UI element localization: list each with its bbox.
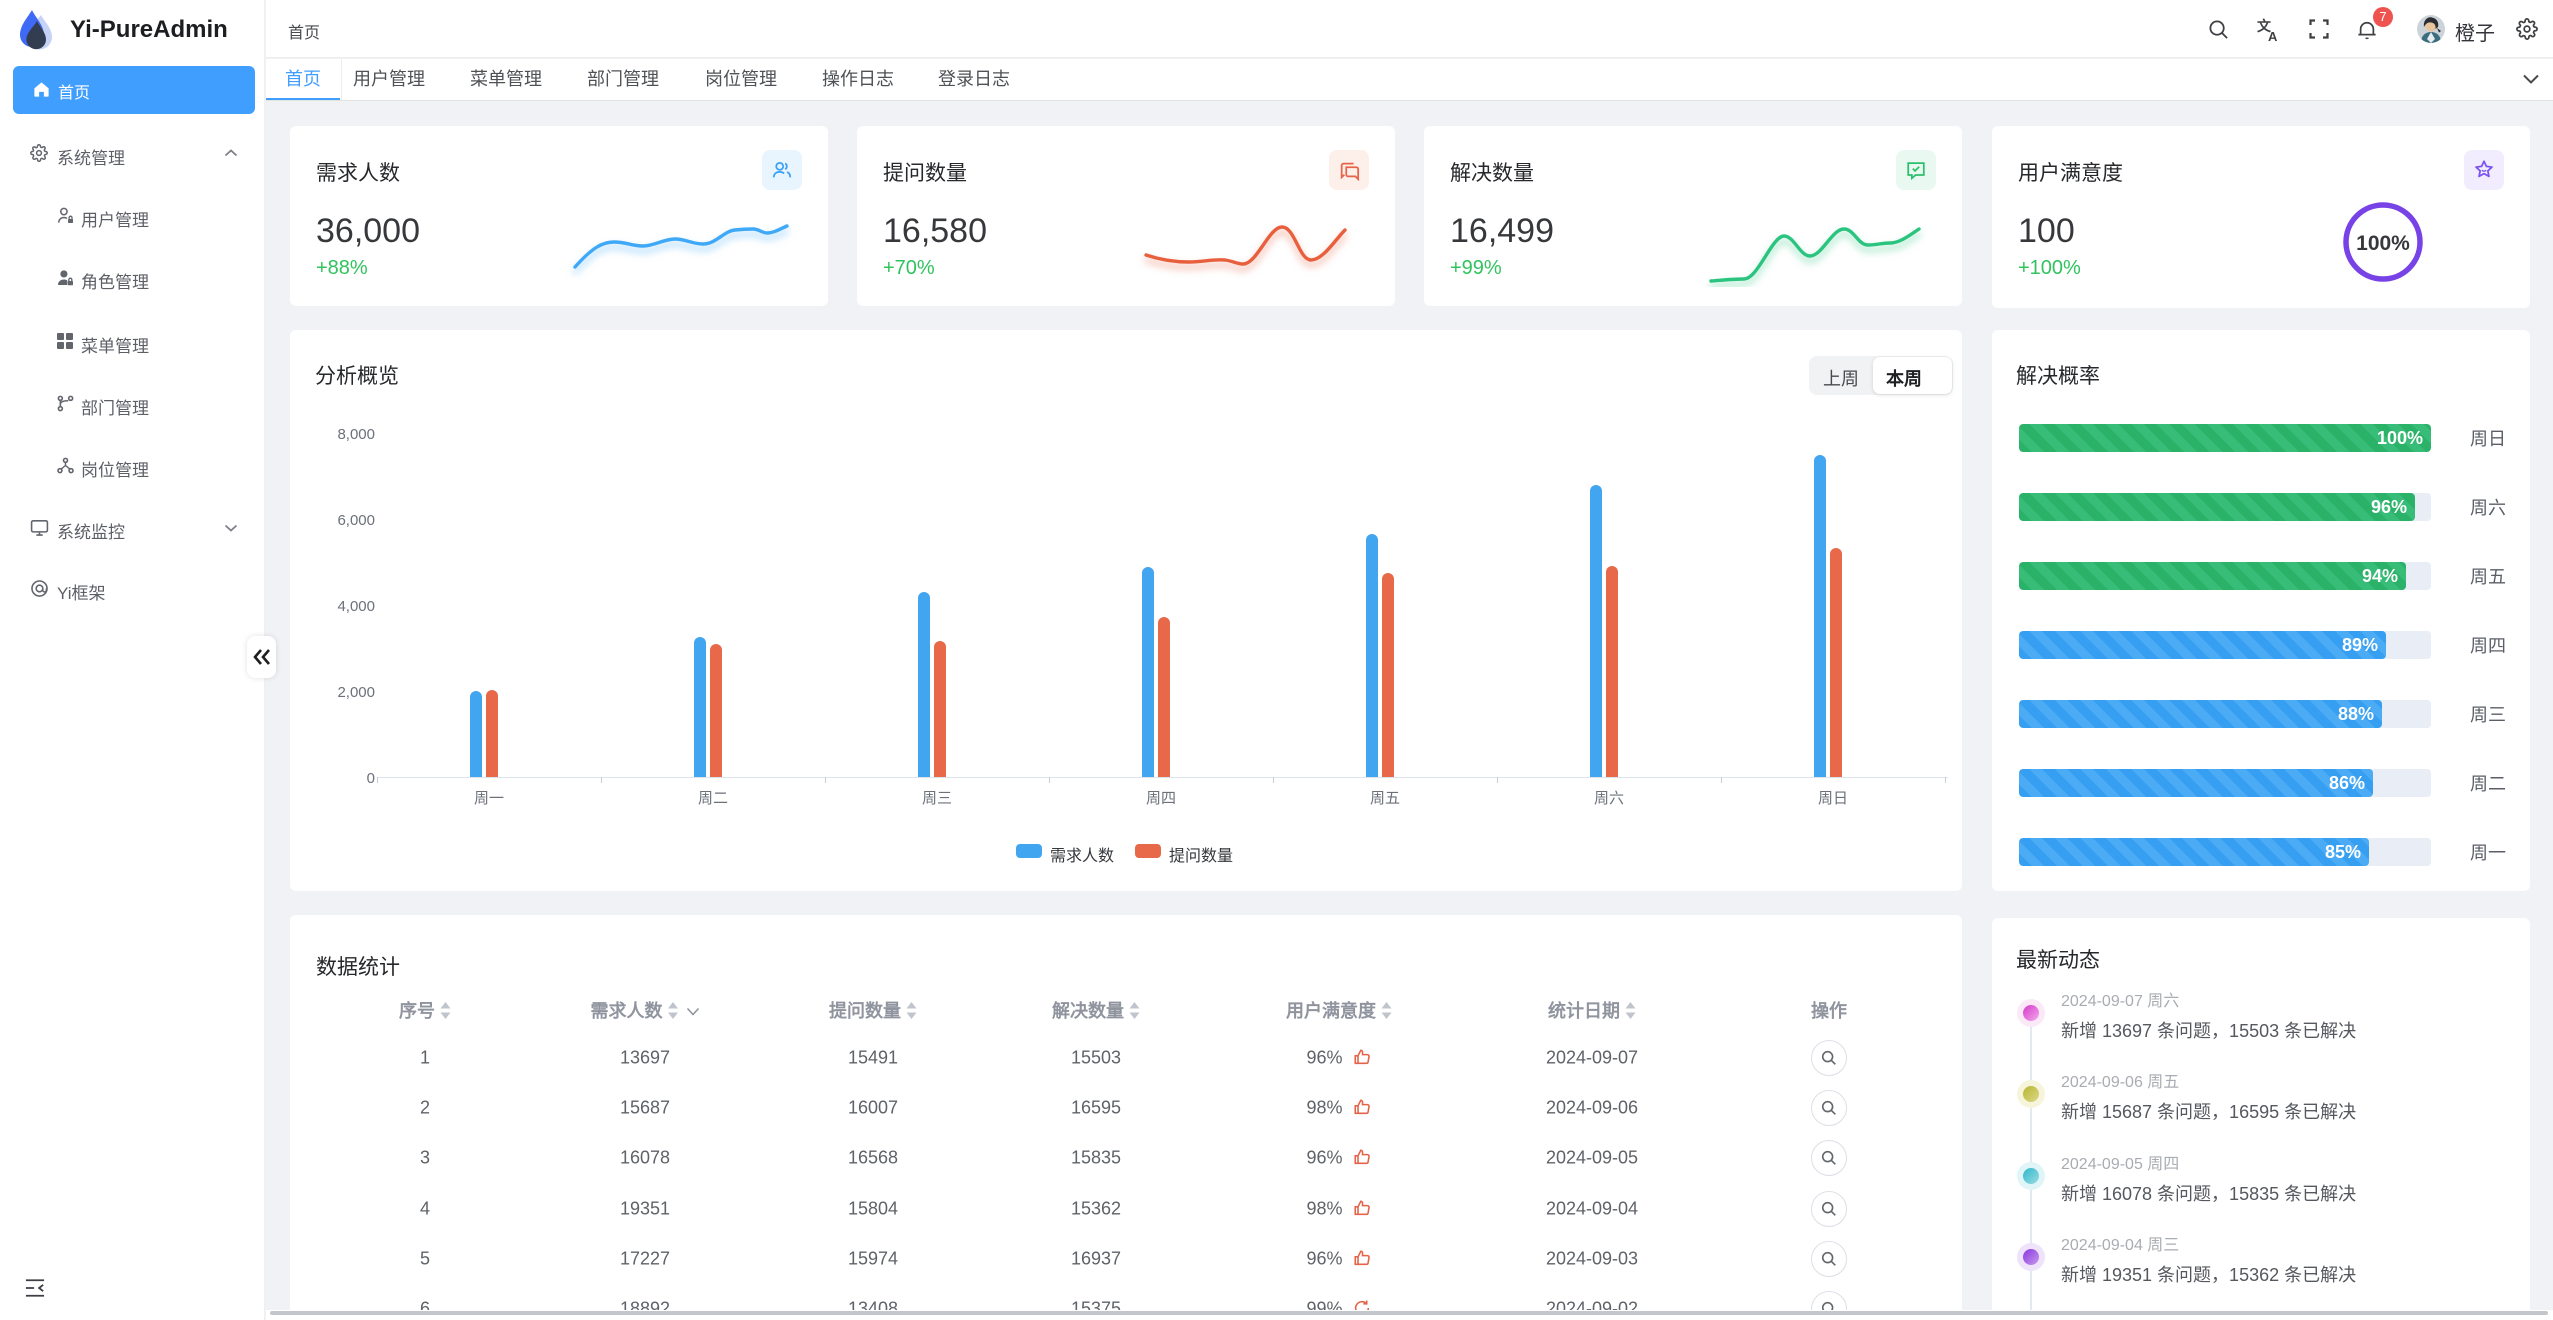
svg-text:A: A bbox=[2268, 29, 2278, 42]
svg-text:文: 文 bbox=[2257, 18, 2272, 34]
svg-text:100%: 100% bbox=[2356, 232, 2410, 255]
